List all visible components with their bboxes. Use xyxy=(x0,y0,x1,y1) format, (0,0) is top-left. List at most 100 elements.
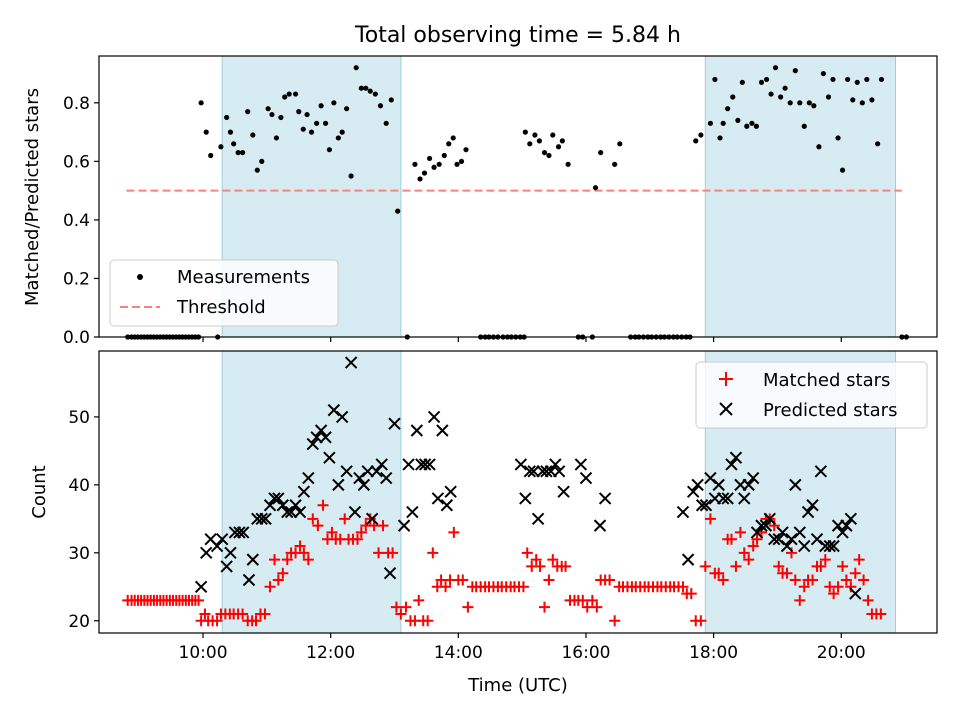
measurement-point-65 xyxy=(395,208,401,214)
predicted-point-56 xyxy=(444,485,457,498)
predicted-point-72 xyxy=(676,505,690,519)
measurement-point-125 xyxy=(712,76,718,83)
predicted-point-84 xyxy=(729,451,743,464)
measurement-point-148 xyxy=(820,70,826,77)
predicted-point-77 xyxy=(699,499,713,512)
measurement-point-24 xyxy=(198,100,204,106)
measurement-point-92 xyxy=(532,132,538,138)
measurement-point-31 xyxy=(235,149,241,156)
matched-point-146 xyxy=(730,560,742,572)
matched-point-107 xyxy=(560,560,572,572)
measurement-point-54 xyxy=(339,129,345,135)
measurement-point-141 xyxy=(787,100,793,106)
measurement-point-26 xyxy=(208,152,214,159)
predicted-point-96 xyxy=(780,539,794,553)
measurement-point-30 xyxy=(231,141,237,147)
measurement-point-46 xyxy=(304,111,310,118)
predicted-point-45 xyxy=(397,519,411,532)
predicted-point-47 xyxy=(406,505,419,519)
ratio-plot-frame xyxy=(98,55,938,338)
predicted-point-37 xyxy=(357,478,371,492)
predicted-point-13 xyxy=(255,512,268,526)
measurement-point-145 xyxy=(806,100,812,106)
predicted-point-111 xyxy=(844,512,858,526)
predicted-point-23 xyxy=(297,485,311,498)
predicted-point-112 xyxy=(849,587,862,600)
measurement-point-96 xyxy=(550,132,556,138)
predicted-point-38 xyxy=(361,465,374,478)
predicted-point-106 xyxy=(823,539,836,553)
matched-point-64 xyxy=(373,547,385,559)
measurement-point-32 xyxy=(240,149,246,156)
measurement-point-73 xyxy=(441,152,447,159)
legend-measurements-marker xyxy=(137,274,143,280)
predicted-point-8 xyxy=(233,526,246,539)
ratio-ytick-label: 0.2 xyxy=(63,269,90,289)
predicted-point-78 xyxy=(704,471,717,485)
x-axis-label: Time (UTC) xyxy=(467,675,568,696)
measurement-point-58 xyxy=(358,85,364,91)
predicted-point-88 xyxy=(746,471,760,485)
measurement-point-34 xyxy=(250,132,256,138)
measurement-point-160 xyxy=(878,76,885,83)
matched-point-111 xyxy=(577,594,589,606)
ratio-panel: 0.00.20.40.60.8 Matched/Predicted stars … xyxy=(22,55,938,348)
matched-point-60 xyxy=(355,526,367,538)
count-legend-box xyxy=(695,361,928,429)
measurement-point-44 xyxy=(296,109,302,115)
matched-point-161 xyxy=(794,594,806,606)
measurement-point-147 xyxy=(816,144,822,150)
matched-point-167 xyxy=(819,554,831,566)
predicted-point-36 xyxy=(353,471,366,485)
predicted-point-9 xyxy=(237,526,250,539)
matched-point-27 xyxy=(211,615,223,627)
matched-point-59 xyxy=(351,533,363,545)
matched-point-102 xyxy=(538,601,550,613)
matched-point-156 xyxy=(773,560,785,572)
measurement-point-48 xyxy=(314,120,320,126)
predicted-point-59 xyxy=(523,465,537,478)
predicted-point-95 xyxy=(776,526,789,539)
measurement-point-49 xyxy=(318,103,324,109)
measurement-point-90 xyxy=(522,129,528,135)
predicted-point-27 xyxy=(314,424,328,437)
predicted-point-50 xyxy=(418,458,432,471)
measurement-point-33 xyxy=(245,109,251,115)
matched-point-180 xyxy=(875,608,887,620)
matched-point-140 xyxy=(704,513,716,525)
predicted-point-87 xyxy=(742,478,755,492)
predicted-point-103 xyxy=(810,533,824,546)
predicted-point-4 xyxy=(215,533,229,546)
predicted-point-44 xyxy=(388,417,401,430)
predicted-point-90 xyxy=(755,519,768,532)
matched-point-75 xyxy=(422,615,434,627)
matched-point-145 xyxy=(725,533,737,545)
measurement-point-74 xyxy=(446,141,452,147)
measurement-point-154 xyxy=(850,97,856,103)
measurement-point-45 xyxy=(300,126,306,132)
measurement-point-97 xyxy=(555,144,562,150)
predicted-point-6 xyxy=(224,546,237,560)
predicted-point-57 xyxy=(514,458,528,471)
matched-point-49 xyxy=(307,513,319,525)
measurement-point-155 xyxy=(854,79,860,85)
measurement-point-135 xyxy=(758,79,765,85)
matched-point-164 xyxy=(807,574,819,586)
matched-point-169 xyxy=(828,588,840,600)
measurement-point-93 xyxy=(536,138,542,144)
predicted-point-42 xyxy=(379,471,393,485)
matched-point-67 xyxy=(387,547,399,559)
predicted-point-82 xyxy=(721,492,734,505)
predicted-point-102 xyxy=(806,499,819,512)
legend-threshold-label: Threshold xyxy=(176,297,266,318)
predicted-point-18 xyxy=(276,499,290,512)
matched-point-112 xyxy=(581,601,593,613)
predicted-point-3 xyxy=(210,539,224,553)
xtick-label: 10:00 xyxy=(179,643,228,663)
measurement-point-133 xyxy=(749,120,755,126)
matched-point-118 xyxy=(609,615,621,627)
matched-point-134 xyxy=(677,581,689,593)
matched-point-50 xyxy=(312,520,324,532)
measurement-point-123 xyxy=(698,132,704,138)
legend-matched-marker xyxy=(719,372,733,386)
